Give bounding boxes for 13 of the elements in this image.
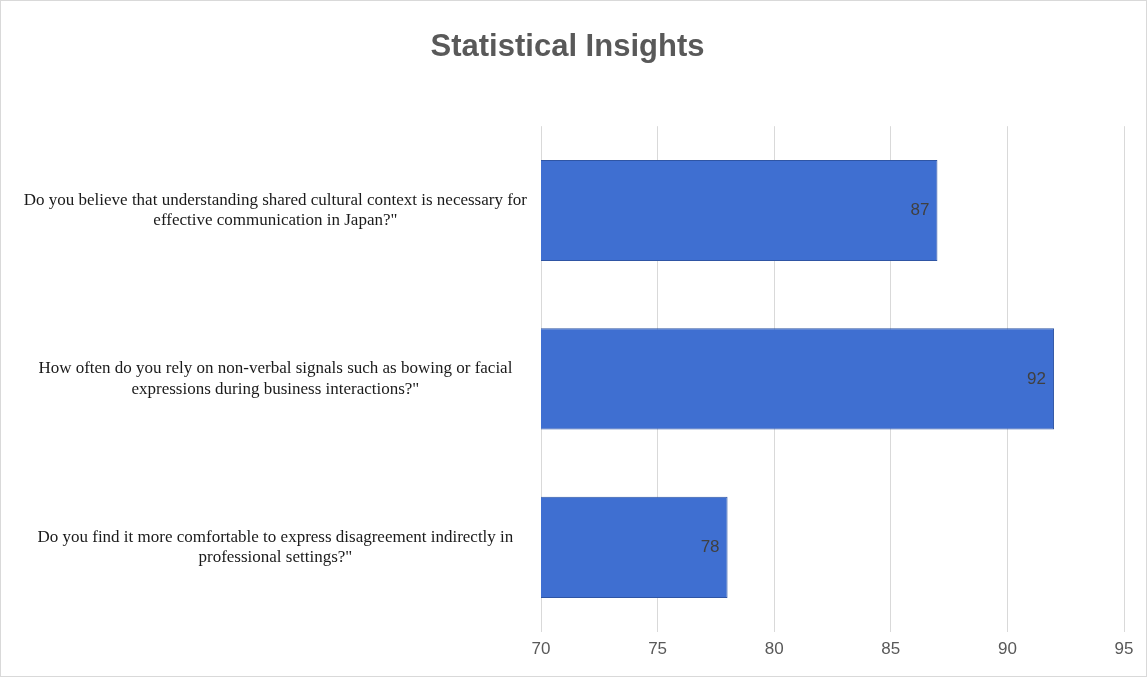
x-tick-label: 90 [997, 639, 1017, 659]
x-tick-label: 95 [1114, 639, 1134, 659]
data-label: 78 [700, 537, 720, 557]
x-tick-label: 75 [648, 639, 668, 659]
x-tick-label: 70 [531, 639, 551, 659]
y-tick-label: Do you find it more comfortable to express disagreement indirectly in professional settings?" [37, 526, 514, 567]
y-tick-label: Do you believe that understanding shared cultural context is necessary for effective communication in Japan?" [23, 189, 528, 230]
data-label: 92 [1027, 368, 1047, 388]
y-tick-label: How often do you rely on non-verbal signals such as bowing or facial expressions during business interactions?" [38, 358, 513, 398]
x-tick-label: 80 [764, 639, 784, 659]
chart-title: Statistical Insights [430, 28, 705, 64]
x-tick-label: 85 [881, 639, 901, 659]
data-label: 87 [910, 200, 930, 220]
